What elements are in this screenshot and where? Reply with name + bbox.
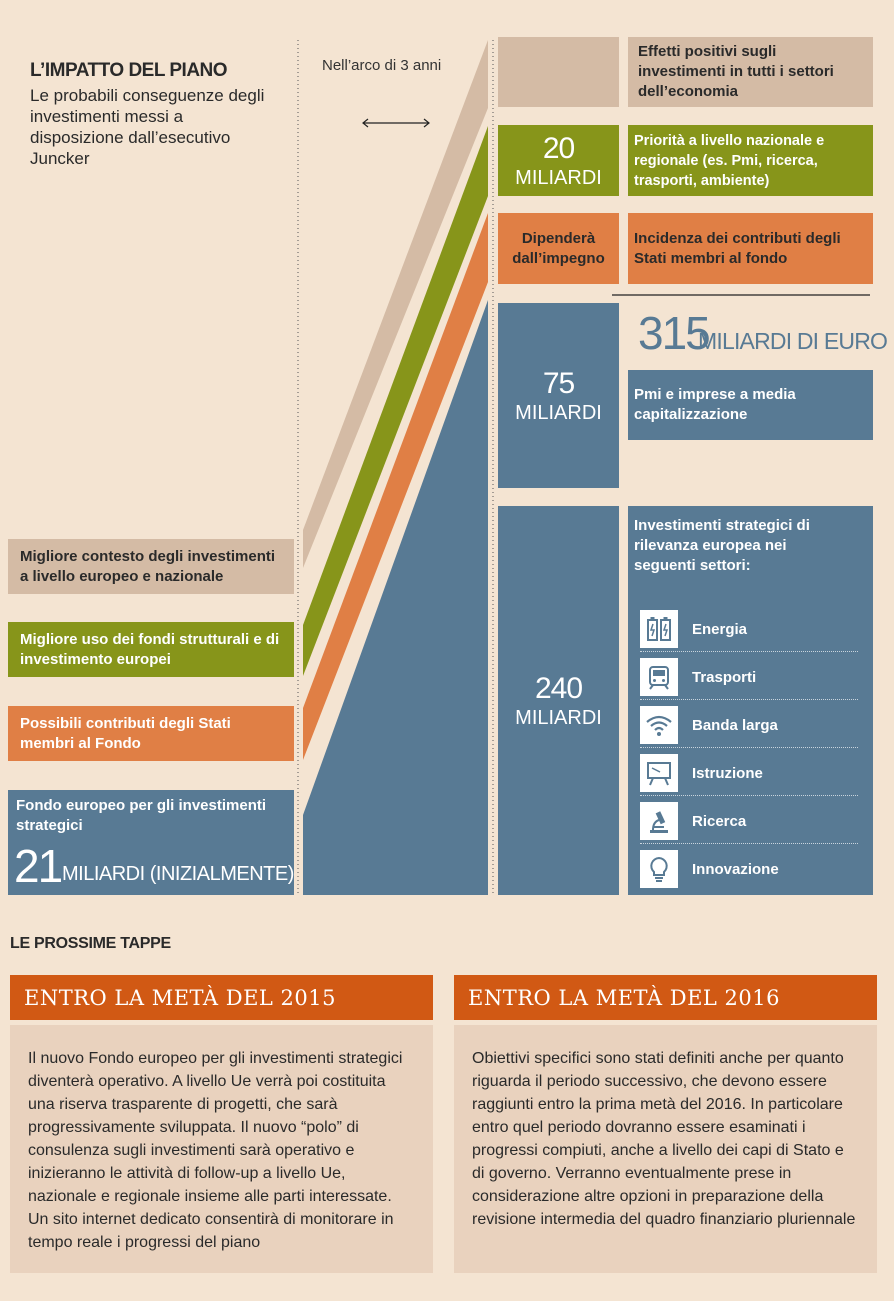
step1-header: ENTRO LA METÀ DEL 2015: [10, 975, 433, 1020]
olive-amount-unit: MILIARDI: [515, 166, 602, 189]
olive-amount-number: 20: [542, 131, 575, 165]
double-arrow-icon: [362, 118, 430, 128]
step2-body: Obiettivi specifici sono stati definiti …: [454, 1025, 877, 1273]
total-amount-unit: MILIARDI DI EURO: [698, 328, 888, 354]
left-box-member-contributions-label: Possibili contributi degli Stati membri …: [20, 714, 231, 752]
step1-title: ENTRO LA METÀ DEL 2015: [24, 985, 336, 1010]
lightbulb-icon: [640, 850, 678, 888]
strategic-intro-text: Investimenti strategici di rilevanza eur…: [634, 517, 810, 574]
timespan-label: Nell’arco di 3 anni: [322, 57, 442, 74]
step1-text: Il nuovo Fondo europeo per gli investime…: [28, 1050, 403, 1251]
middle-box-orange: Dipenderà dall’impegno: [498, 213, 619, 284]
blue1-amount-number: 75: [542, 366, 575, 400]
flow-bands: [297, 40, 870, 895]
middle-box-tan: [498, 37, 619, 107]
sector-label-ricerca: Ricerca: [692, 812, 747, 830]
step1-body: Il nuovo Fondo europeo per gli investime…: [10, 1025, 433, 1273]
blue-band: [303, 300, 488, 895]
sector-label-innovazione: Innovazione: [692, 860, 779, 878]
orange-commitment-text: Dipenderà dall’impegno: [512, 229, 605, 267]
middle-box-blue-75: 75 MILIARDI: [498, 303, 619, 488]
olive-band: [303, 126, 488, 676]
page-title: L’IMPATTO DEL PIANO: [30, 60, 228, 81]
middle-box-olive: 20 MILIARDI: [498, 125, 619, 196]
sector-row-energia: Energia: [640, 607, 858, 652]
next-steps-title: LE PROSSIME TAPPE: [10, 935, 171, 952]
battery-icon: [640, 610, 678, 648]
sector-label-energia: Energia: [692, 620, 748, 638]
efsi-amount-unit: MILIARDI (INIZIALMENTE): [62, 863, 294, 885]
sector-label-trasporti: Trasporti: [692, 668, 757, 686]
efsi-amount-number: 21: [14, 840, 63, 892]
left-box-investment-context: Migliore contesto degli investimenti a l…: [8, 539, 294, 594]
right-box-sme-label: Pmi e imprese a media capitalizzazione: [634, 386, 796, 423]
tan-band: [303, 40, 488, 568]
right-box-sme: Pmi e imprese a media capitalizzazione: [628, 370, 873, 440]
left-box-investment-context-label: Migliore contesto degli investimenti a l…: [20, 547, 276, 585]
step2-title: ENTRO LA METÀ DEL 2016: [468, 985, 780, 1010]
blue2-amount-number: 240: [534, 671, 583, 705]
sector-label-banda-larga: Banda larga: [692, 716, 778, 734]
right-box-positive-effects-label: Effetti positivi sugli investimenti in t…: [638, 43, 834, 100]
sector-label-istruzione: Istruzione: [692, 764, 763, 782]
blackboard-icon: [640, 754, 678, 792]
blue1-amount-unit: MILIARDI: [515, 401, 602, 424]
right-box-member-incidence-label: Incidenza dei contributi degli Stati mem…: [634, 229, 841, 267]
right-box-member-incidence: Incidenza dei contributi degli Stati mem…: [628, 213, 873, 284]
page-subtitle: Le probabili conseguenze degli investime…: [30, 86, 265, 168]
step2-header: ENTRO LA METÀ DEL 2016: [454, 975, 877, 1020]
right-box-positive-effects: Effetti positivi sugli investimenti in t…: [628, 37, 873, 107]
blue2-amount-unit: MILIARDI: [515, 706, 602, 729]
right-box-priorities: Priorità a livello nazionale e regionale…: [628, 125, 873, 196]
sector-row-ricerca: Ricerca: [640, 799, 858, 844]
wifi-icon: [640, 706, 678, 744]
step2-text: Obiettivi specifici sono stati definiti …: [472, 1050, 856, 1228]
microscope-icon: [640, 802, 678, 840]
middle-box-blue-240: 240 MILIARDI: [498, 506, 619, 895]
sector-row-istruzione: Istruzione: [640, 751, 858, 796]
sector-row-innovazione: Innovazione: [640, 847, 858, 891]
left-box-structural-funds: Migliore uso dei fondi strutturali e di …: [8, 622, 294, 677]
left-box-structural-funds-label: Migliore uso dei fondi strutturali e di …: [20, 630, 280, 668]
left-box-efsi: Fondo europeo per gli investimenti strat…: [8, 790, 294, 895]
left-box-efsi-title: Fondo europeo per gli investimenti strat…: [16, 797, 267, 834]
right-box-priorities-label: Priorità a livello nazionale e regionale…: [634, 132, 825, 189]
train-icon: [640, 658, 678, 696]
left-box-member-contributions: Possibili contributi degli Stati membri …: [8, 706, 294, 761]
sector-row-trasporti: Trasporti: [640, 655, 858, 700]
sector-row-banda-larga: Banda larga: [640, 703, 858, 748]
orange-band: [303, 213, 488, 760]
total-amount-number: 315: [638, 307, 711, 359]
